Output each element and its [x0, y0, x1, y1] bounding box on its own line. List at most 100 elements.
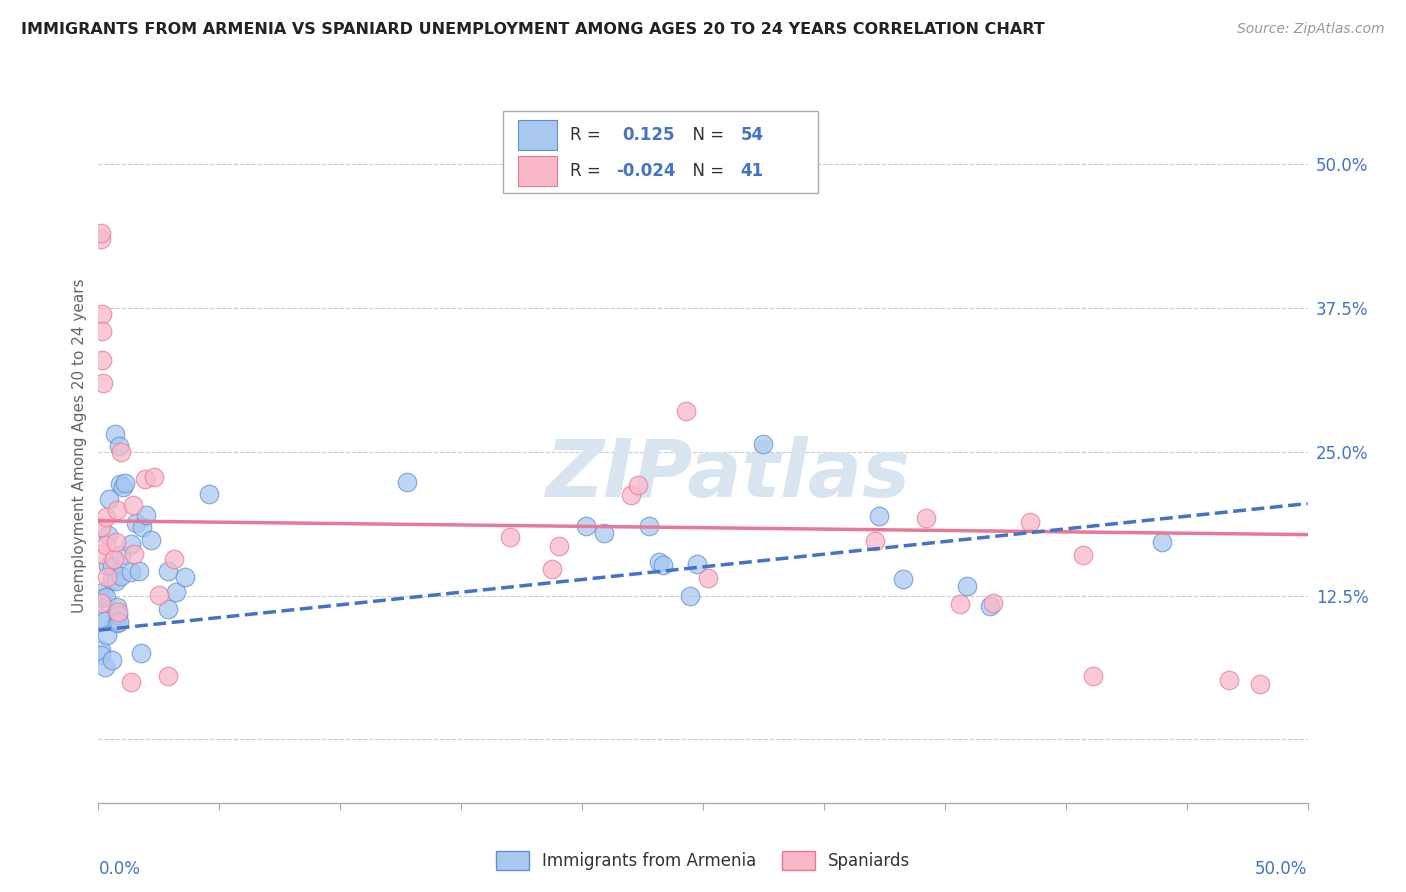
Point: [499, 530, 522, 544]
Point: [134, 472, 156, 486]
Point: [679, 589, 702, 603]
Point: [94, 510, 117, 524]
Point: [96, 628, 118, 642]
Point: [540, 561, 562, 575]
Point: [91, 324, 114, 338]
Point: [395, 475, 418, 489]
Point: [90, 232, 112, 246]
Point: [620, 488, 643, 502]
Point: [120, 675, 142, 690]
Text: 0.125: 0.125: [621, 126, 675, 144]
Legend: Immigrants from Armenia, Spaniards: Immigrants from Armenia, Spaniards: [489, 844, 917, 877]
Point: [198, 487, 221, 501]
Point: [107, 608, 129, 623]
Point: [94, 660, 117, 674]
Point: [949, 597, 972, 611]
Point: [1249, 677, 1271, 691]
Point: [91, 376, 114, 390]
Point: [108, 476, 131, 491]
Point: [110, 444, 132, 458]
Point: [107, 615, 129, 630]
Point: [96, 569, 118, 583]
FancyBboxPatch shape: [517, 155, 557, 186]
Text: 54: 54: [741, 126, 763, 144]
Point: [752, 437, 775, 451]
Point: [157, 669, 180, 683]
Point: [637, 519, 659, 533]
FancyBboxPatch shape: [503, 111, 818, 193]
Point: [174, 569, 197, 583]
Point: [143, 470, 166, 484]
Point: [1150, 534, 1173, 549]
Point: [128, 564, 150, 578]
Point: [131, 520, 153, 534]
Point: [101, 653, 124, 667]
Point: [110, 568, 132, 582]
Point: [863, 533, 886, 548]
Point: [112, 480, 135, 494]
Point: [103, 552, 125, 566]
Point: [575, 519, 598, 533]
Point: [107, 605, 129, 619]
Point: [98, 492, 121, 507]
Point: [1081, 669, 1104, 683]
Point: [105, 600, 128, 615]
Point: [675, 404, 697, 418]
Text: 41: 41: [741, 161, 763, 179]
Point: [915, 511, 938, 525]
Text: 0.0%: 0.0%: [98, 860, 141, 878]
Point: [122, 547, 145, 561]
Point: [1019, 516, 1042, 530]
Text: R =: R =: [569, 161, 606, 179]
Point: [114, 476, 136, 491]
Point: [90, 642, 112, 657]
Point: [165, 584, 187, 599]
Point: [627, 477, 650, 491]
Point: [105, 535, 128, 549]
Text: 50.0%: 50.0%: [1256, 860, 1308, 878]
Point: [157, 564, 180, 578]
Point: [90, 520, 112, 534]
Point: [120, 537, 142, 551]
Point: [90, 307, 112, 321]
Point: [148, 588, 170, 602]
Point: [91, 584, 114, 599]
Point: [956, 578, 979, 592]
Point: [90, 591, 112, 606]
Point: [90, 547, 112, 561]
Text: N =: N =: [682, 126, 730, 144]
Point: [868, 509, 890, 524]
Text: Source: ZipAtlas.com: Source: ZipAtlas.com: [1237, 22, 1385, 37]
Point: [97, 528, 120, 542]
Point: [129, 646, 152, 660]
Point: [120, 565, 142, 579]
Point: [981, 596, 1004, 610]
Text: N =: N =: [682, 161, 730, 179]
Point: [91, 352, 114, 367]
Point: [651, 558, 673, 572]
Text: ZIPatlas: ZIPatlas: [544, 435, 910, 514]
Point: [110, 549, 132, 563]
Point: [686, 557, 709, 571]
Point: [697, 571, 720, 585]
Point: [104, 574, 127, 588]
Point: [97, 559, 120, 574]
Point: [891, 572, 914, 586]
Point: [100, 573, 122, 587]
Point: [141, 533, 163, 547]
Text: -0.024: -0.024: [616, 161, 675, 179]
Point: [104, 427, 127, 442]
Point: [90, 648, 112, 662]
Point: [979, 599, 1001, 613]
Point: [107, 439, 129, 453]
Point: [135, 508, 157, 522]
FancyBboxPatch shape: [517, 120, 557, 150]
Y-axis label: Unemployment Among Ages 20 to 24 years: Unemployment Among Ages 20 to 24 years: [72, 278, 87, 614]
Point: [105, 615, 128, 630]
Point: [101, 559, 124, 574]
Point: [1073, 549, 1095, 563]
Point: [122, 499, 145, 513]
Point: [94, 590, 117, 604]
Point: [1218, 673, 1240, 687]
Text: IMMIGRANTS FROM ARMENIA VS SPANIARD UNEMPLOYMENT AMONG AGES 20 TO 24 YEARS CORRE: IMMIGRANTS FROM ARMENIA VS SPANIARD UNEM…: [21, 22, 1045, 37]
